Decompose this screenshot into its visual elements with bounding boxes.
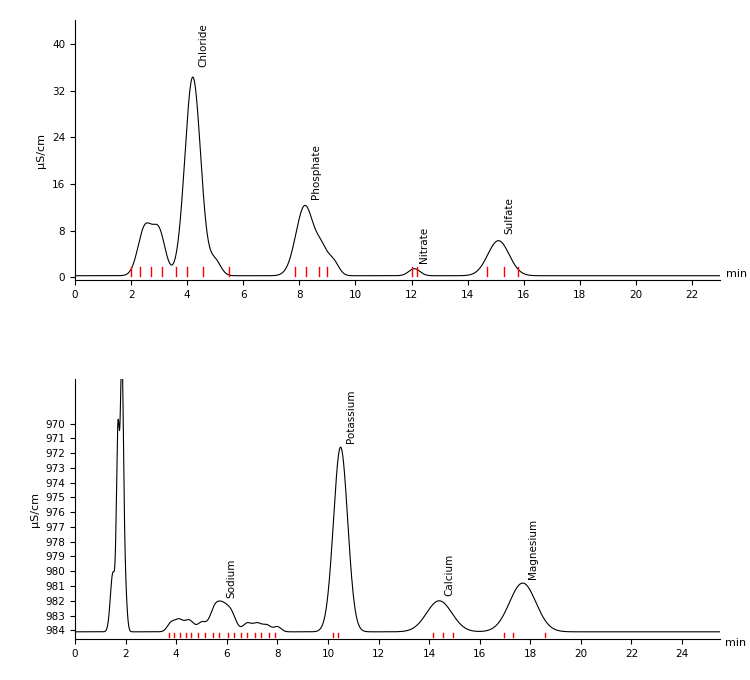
Text: min: min [725,639,746,649]
Text: Chloride: Chloride [199,23,208,67]
Y-axis label: µS/cm: µS/cm [37,133,46,168]
Text: Potassium: Potassium [346,389,355,443]
Text: Nitrate: Nitrate [419,226,428,263]
Y-axis label: µS/cm: µS/cm [30,492,40,527]
Text: min: min [725,269,747,279]
Text: Sulfate: Sulfate [504,197,514,234]
Text: Phosphate: Phosphate [310,143,320,199]
Text: Magnesium: Magnesium [528,519,538,579]
Text: Sodium: Sodium [226,558,237,598]
Text: Calcium: Calcium [444,554,454,596]
